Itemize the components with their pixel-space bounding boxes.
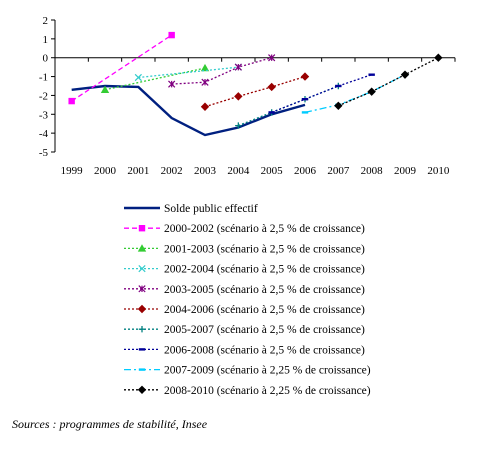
y-tick-label: 2 [43, 15, 49, 27]
series-4 [168, 54, 276, 88]
legend-item: Solde public effectif [124, 203, 258, 215]
legend-item: 2008-2010 (scénario à 2,25 % de croissan… [124, 385, 371, 397]
series-marker [201, 78, 209, 86]
series-marker [301, 98, 309, 101]
x-tick-label: 2001 [127, 165, 149, 177]
legend-label: 2000-2002 (scénario à 2,5 % de croissanc… [164, 223, 365, 235]
legend-item: 2003-2005 (scénario à 2,5 % de croissanc… [124, 284, 365, 296]
x-tick-label: 2006 [294, 165, 317, 177]
x-tick-label: 2009 [394, 165, 417, 177]
legend: Solde public effectif 2000-2002 (scénario… [124, 203, 371, 397]
series-marker [168, 80, 176, 88]
series-marker [138, 368, 146, 371]
series-line [338, 57, 439, 107]
series-marker [200, 63, 210, 72]
x-tick-label: 2003 [194, 165, 217, 177]
x-tick-label: 1999 [61, 165, 84, 177]
y-tick-label: -4 [39, 128, 49, 140]
y-tick-label: -2 [39, 90, 48, 102]
series-marker [368, 73, 375, 76]
legend-label: 2004-2006 (scénario à 2,5 % de croissanc… [164, 304, 365, 316]
x-tick-label: 2000 [94, 165, 117, 177]
series-marker [138, 285, 146, 293]
series-marker [100, 85, 110, 93]
series-2 [100, 63, 210, 93]
series-line [104, 67, 206, 91]
legend-item: 2005-2007 (scénario à 2,5 % de croissanc… [124, 324, 365, 336]
legend-item: 2007-2009 (scénario à 2,25 % de croissan… [124, 365, 371, 377]
series-line [304, 74, 406, 114]
legend-item: 2004-2006 (scénario à 2,5 % de croissanc… [124, 304, 365, 316]
series-layer [68, 31, 443, 137]
series-marker [138, 264, 146, 273]
chart: 2 1 0 -1 -2 -3 -4 -5 1999 2000 2001 2002 2003 2004 200… [39, 15, 456, 397]
series-line [138, 66, 239, 79]
series-marker [68, 97, 75, 105]
series-line [171, 57, 272, 85]
y-tick-label: -1 [39, 72, 48, 84]
legend-label: 2006-2008 (scénario à 2,5 % de croissanc… [164, 344, 365, 356]
legend-label: 2008-2010 (scénario à 2,25 % de croissan… [164, 385, 371, 397]
x-tick-label: 2004 [227, 165, 250, 177]
legend-label: 2003-2005 (scénario à 2,5 % de croissanc… [164, 284, 365, 296]
legend-item: 2001-2003 (scénario à 2,5 % de croissanc… [124, 243, 365, 255]
source-note: Sources : programmes de stabilité, Insee [12, 417, 208, 431]
x-tick-label: 2010 [427, 165, 450, 177]
legend-label: 2007-2009 (scénario à 2,25 % de croissan… [164, 365, 371, 377]
series-0 [71, 84, 306, 137]
series-marker [138, 326, 146, 333]
series-marker [268, 111, 275, 114]
series-marker [138, 348, 146, 351]
x-tick-label: 2008 [361, 165, 384, 177]
series-marker [335, 84, 342, 88]
series-marker [234, 63, 242, 71]
axes: 2 1 0 -1 -2 -3 -4 -5 1999 2000 2001 2002 2003 2004 200… [39, 15, 456, 177]
series-marker [367, 87, 376, 96]
x-tick-label: 2005 [261, 165, 284, 177]
series-marker [168, 31, 175, 39]
series-line [204, 75, 306, 108]
legend-item: 2000-2002 (scénario à 2,5 % de croissanc… [124, 223, 365, 235]
series-7 [268, 73, 375, 114]
series-marker [138, 225, 146, 232]
legend-item: 2002-2004 (scénario à 2,5 % de croissanc… [124, 264, 365, 276]
series-line [271, 74, 372, 114]
series-marker [200, 102, 210, 111]
series-1 [68, 31, 175, 105]
y-tick-label: -3 [39, 109, 49, 121]
series-marker [334, 101, 343, 110]
series-9 [334, 53, 443, 110]
series-marker [301, 111, 309, 114]
x-tick-label: 2002 [161, 165, 183, 177]
series-marker [137, 244, 147, 252]
legend-label: Solde public effectif [164, 203, 258, 215]
series-marker [137, 385, 147, 394]
legend-label: 2002-2004 (scénario à 2,5 % de croissanc… [164, 264, 365, 276]
series-marker [400, 70, 410, 79]
x-tick-label: 2007 [327, 165, 350, 177]
legend-item: 2006-2008 (scénario à 2,5 % de croissanc… [124, 344, 365, 356]
legend-label: 2001-2003 (scénario à 2,5 % de croissanc… [164, 243, 365, 255]
series-line [71, 84, 306, 137]
series-marker [268, 54, 276, 62]
series-marker [137, 304, 147, 314]
y-tick-label: 1 [43, 34, 49, 46]
series-marker [300, 72, 310, 81]
series-marker [234, 92, 243, 101]
series-marker [267, 82, 276, 92]
series-marker [235, 122, 242, 129]
y-tick-label: 0 [43, 53, 49, 65]
series-line [71, 34, 173, 102]
legend-label: 2005-2007 (scénario à 2,5 % de croissanc… [164, 324, 365, 336]
series-5 [200, 72, 310, 111]
series-marker [134, 73, 142, 82]
series-marker [434, 53, 443, 62]
y-tick-label: -5 [39, 147, 49, 159]
